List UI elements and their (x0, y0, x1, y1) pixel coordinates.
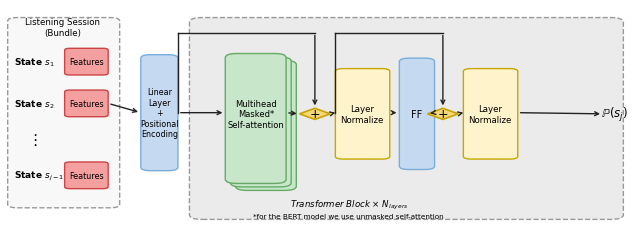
Text: Linear
Layer
+
Positional
Encoding: Linear Layer + Positional Encoding (140, 88, 179, 138)
Text: State $s_2$: State $s_2$ (14, 98, 54, 110)
FancyBboxPatch shape (65, 162, 108, 189)
Polygon shape (300, 109, 330, 120)
Text: Layer
Normalize: Layer Normalize (340, 105, 384, 124)
Text: Transformer Block $\times$ $N_{layers}$: Transformer Block $\times$ $N_{layers}$ (289, 198, 408, 211)
FancyBboxPatch shape (230, 58, 291, 187)
Text: Multihead
Masked*
Self-attention: Multihead Masked* Self-attention (228, 100, 284, 129)
Text: Layer
Normalize: Layer Normalize (468, 105, 512, 124)
Text: *for the BERT model we use unmasked self-attention: *for the BERT model we use unmasked self… (253, 213, 444, 219)
FancyBboxPatch shape (236, 61, 296, 191)
Text: Listening Session
(Bundle): Listening Session (Bundle) (25, 18, 100, 37)
FancyBboxPatch shape (65, 91, 108, 117)
FancyBboxPatch shape (141, 55, 178, 171)
Text: State $s_{j-1}$: State $s_{j-1}$ (14, 169, 64, 182)
FancyBboxPatch shape (399, 59, 435, 170)
FancyBboxPatch shape (65, 49, 108, 76)
FancyBboxPatch shape (335, 69, 390, 159)
Text: Features: Features (69, 171, 104, 180)
FancyBboxPatch shape (8, 18, 120, 208)
Text: State $s_1$: State $s_1$ (14, 56, 54, 69)
FancyBboxPatch shape (225, 54, 286, 184)
Text: Features: Features (69, 58, 104, 67)
Text: ⋮: ⋮ (28, 132, 43, 147)
FancyBboxPatch shape (189, 18, 623, 219)
Text: Features: Features (69, 100, 104, 108)
Text: FF: FF (411, 109, 422, 119)
Polygon shape (428, 109, 458, 120)
Text: $\mathbb{P}(s_j)$: $\mathbb{P}(s_j)$ (601, 105, 628, 123)
FancyBboxPatch shape (463, 69, 518, 159)
Text: +: + (438, 108, 448, 121)
Text: +: + (310, 108, 320, 121)
